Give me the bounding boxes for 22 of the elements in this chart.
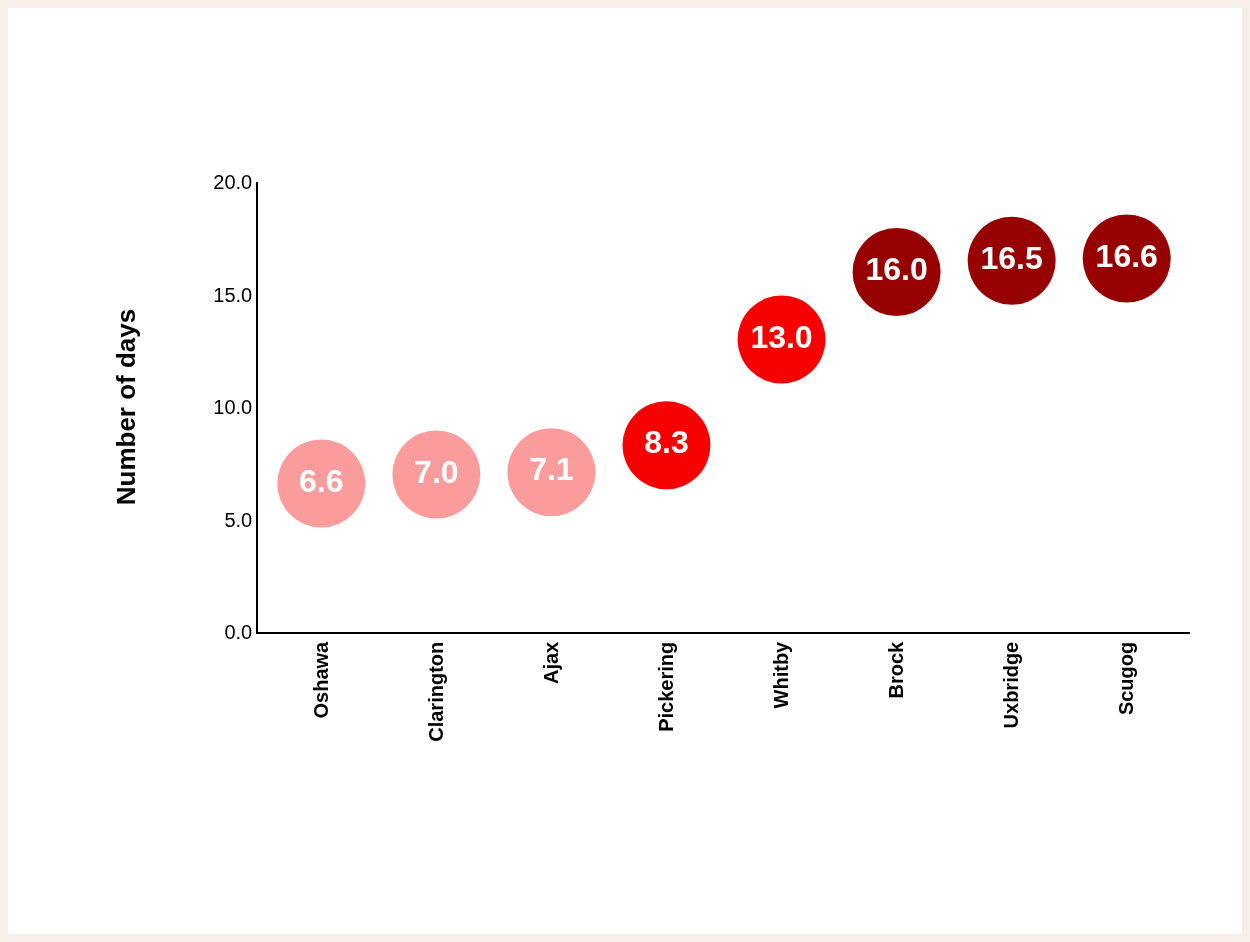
y-tick-label: 5.0 [224,508,253,531]
data-label: 16.6 [1095,237,1158,274]
x-tick-label: Pickering [654,641,677,732]
x-tick-label: Brock [885,640,908,699]
data-label: 7.1 [529,451,574,488]
x-tick-label: Oshawa [309,640,332,719]
y-axis-title: Number of days [111,308,142,506]
y-tick-label: 0.0 [224,621,253,643]
data-label: 7.0 [414,453,459,490]
x-tick-label: Scugog [1115,641,1138,716]
y-tick-label: 20.0 [213,171,253,193]
data-label: 16.0 [865,251,928,287]
y-tick-label: 10.0 [213,396,253,418]
x-tick-label: Whitby [770,640,793,709]
data-label: 8.3 [644,424,689,461]
x-tick-label: Clarington [424,641,447,742]
data-label: 16.5 [980,239,1043,276]
y-tick-label: 15.0 [213,283,253,306]
data-label: 6.6 [299,462,344,499]
x-tick-label: Ajax [539,641,562,684]
data-label: 13.0 [750,318,813,355]
x-tick-label: Uxbridge [1000,641,1023,729]
